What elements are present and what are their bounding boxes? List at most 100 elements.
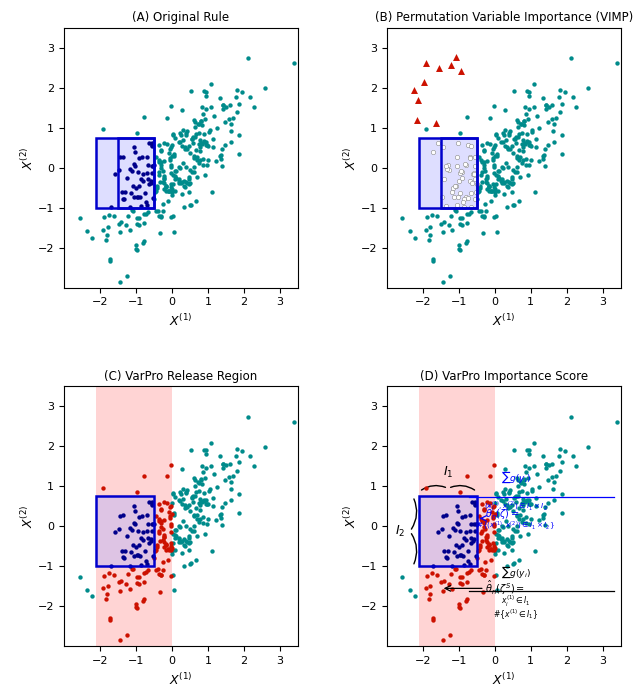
Point — [140, 576, 150, 587]
Point — [489, 101, 499, 112]
Point — [176, 178, 186, 189]
Point — [243, 411, 253, 423]
Point — [450, 524, 460, 535]
Point — [202, 518, 212, 530]
Point — [474, 510, 484, 521]
Point — [162, 138, 172, 149]
Point — [123, 569, 133, 580]
Point — [159, 156, 170, 167]
Point — [449, 546, 460, 557]
Point — [196, 137, 206, 148]
Point — [131, 243, 141, 254]
Point — [515, 530, 525, 541]
Point — [456, 550, 466, 561]
Point — [520, 497, 531, 508]
Point — [218, 104, 228, 115]
Point — [538, 509, 548, 520]
Point — [510, 491, 520, 502]
Point — [454, 243, 464, 254]
Point — [131, 541, 141, 553]
Point — [147, 518, 157, 530]
Point — [480, 524, 490, 535]
Point — [512, 151, 522, 162]
Point — [195, 513, 205, 524]
Point — [484, 180, 494, 191]
Point — [129, 158, 139, 170]
Point — [514, 145, 524, 156]
Point — [469, 168, 479, 179]
Point — [87, 232, 97, 243]
Point — [499, 129, 509, 140]
Point — [485, 138, 495, 149]
Point — [159, 138, 170, 149]
Point — [485, 112, 495, 123]
Point — [505, 143, 515, 154]
Point — [412, 95, 422, 106]
Point — [477, 166, 487, 177]
Point — [166, 500, 177, 512]
Point — [177, 177, 187, 188]
Point — [173, 495, 184, 506]
Point — [452, 517, 462, 528]
Point — [477, 156, 487, 167]
Y-axis label: $X^{(2)}$: $X^{(2)}$ — [20, 505, 36, 528]
Point — [196, 115, 206, 126]
Point — [511, 132, 522, 143]
Point — [125, 163, 135, 174]
Point — [509, 558, 520, 569]
Point — [438, 586, 449, 597]
Point — [198, 108, 208, 120]
Point — [492, 151, 502, 162]
Point — [143, 496, 154, 507]
Point — [116, 217, 126, 228]
Point — [509, 199, 520, 211]
Point — [496, 534, 506, 545]
Point — [522, 136, 532, 147]
Point — [180, 162, 191, 173]
Point — [479, 159, 489, 170]
Point — [189, 473, 199, 484]
Point — [497, 495, 507, 506]
Point — [479, 211, 489, 222]
Point — [479, 211, 490, 222]
Point — [186, 506, 196, 517]
Point — [503, 540, 513, 551]
Point — [524, 495, 534, 506]
Bar — [419, 138, 477, 208]
Point — [517, 127, 527, 138]
Point — [461, 527, 472, 538]
Point — [529, 461, 539, 472]
Point — [452, 192, 463, 203]
Point — [507, 537, 517, 548]
Bar — [419, 366, 495, 667]
Point — [196, 101, 207, 113]
Point — [446, 211, 456, 222]
Point — [189, 167, 199, 178]
Point — [181, 486, 191, 498]
Point — [502, 144, 513, 155]
Point — [182, 502, 192, 513]
Point — [454, 128, 465, 139]
Point — [217, 502, 227, 513]
Point — [521, 153, 531, 164]
Point — [184, 172, 194, 183]
Point — [172, 166, 182, 177]
Point — [548, 484, 559, 495]
Point — [481, 206, 492, 217]
Point — [457, 578, 467, 589]
Point — [511, 496, 521, 507]
Point — [454, 175, 465, 186]
Point — [426, 222, 436, 233]
Point — [421, 57, 431, 68]
Point — [168, 569, 178, 580]
Bar — [419, 496, 477, 566]
Point — [169, 584, 179, 596]
Point — [485, 471, 495, 482]
Point — [491, 129, 501, 140]
Point — [234, 149, 244, 160]
Point — [102, 588, 112, 599]
Point — [157, 198, 168, 209]
Point — [464, 567, 474, 578]
Point — [195, 154, 205, 165]
Point — [163, 544, 173, 555]
